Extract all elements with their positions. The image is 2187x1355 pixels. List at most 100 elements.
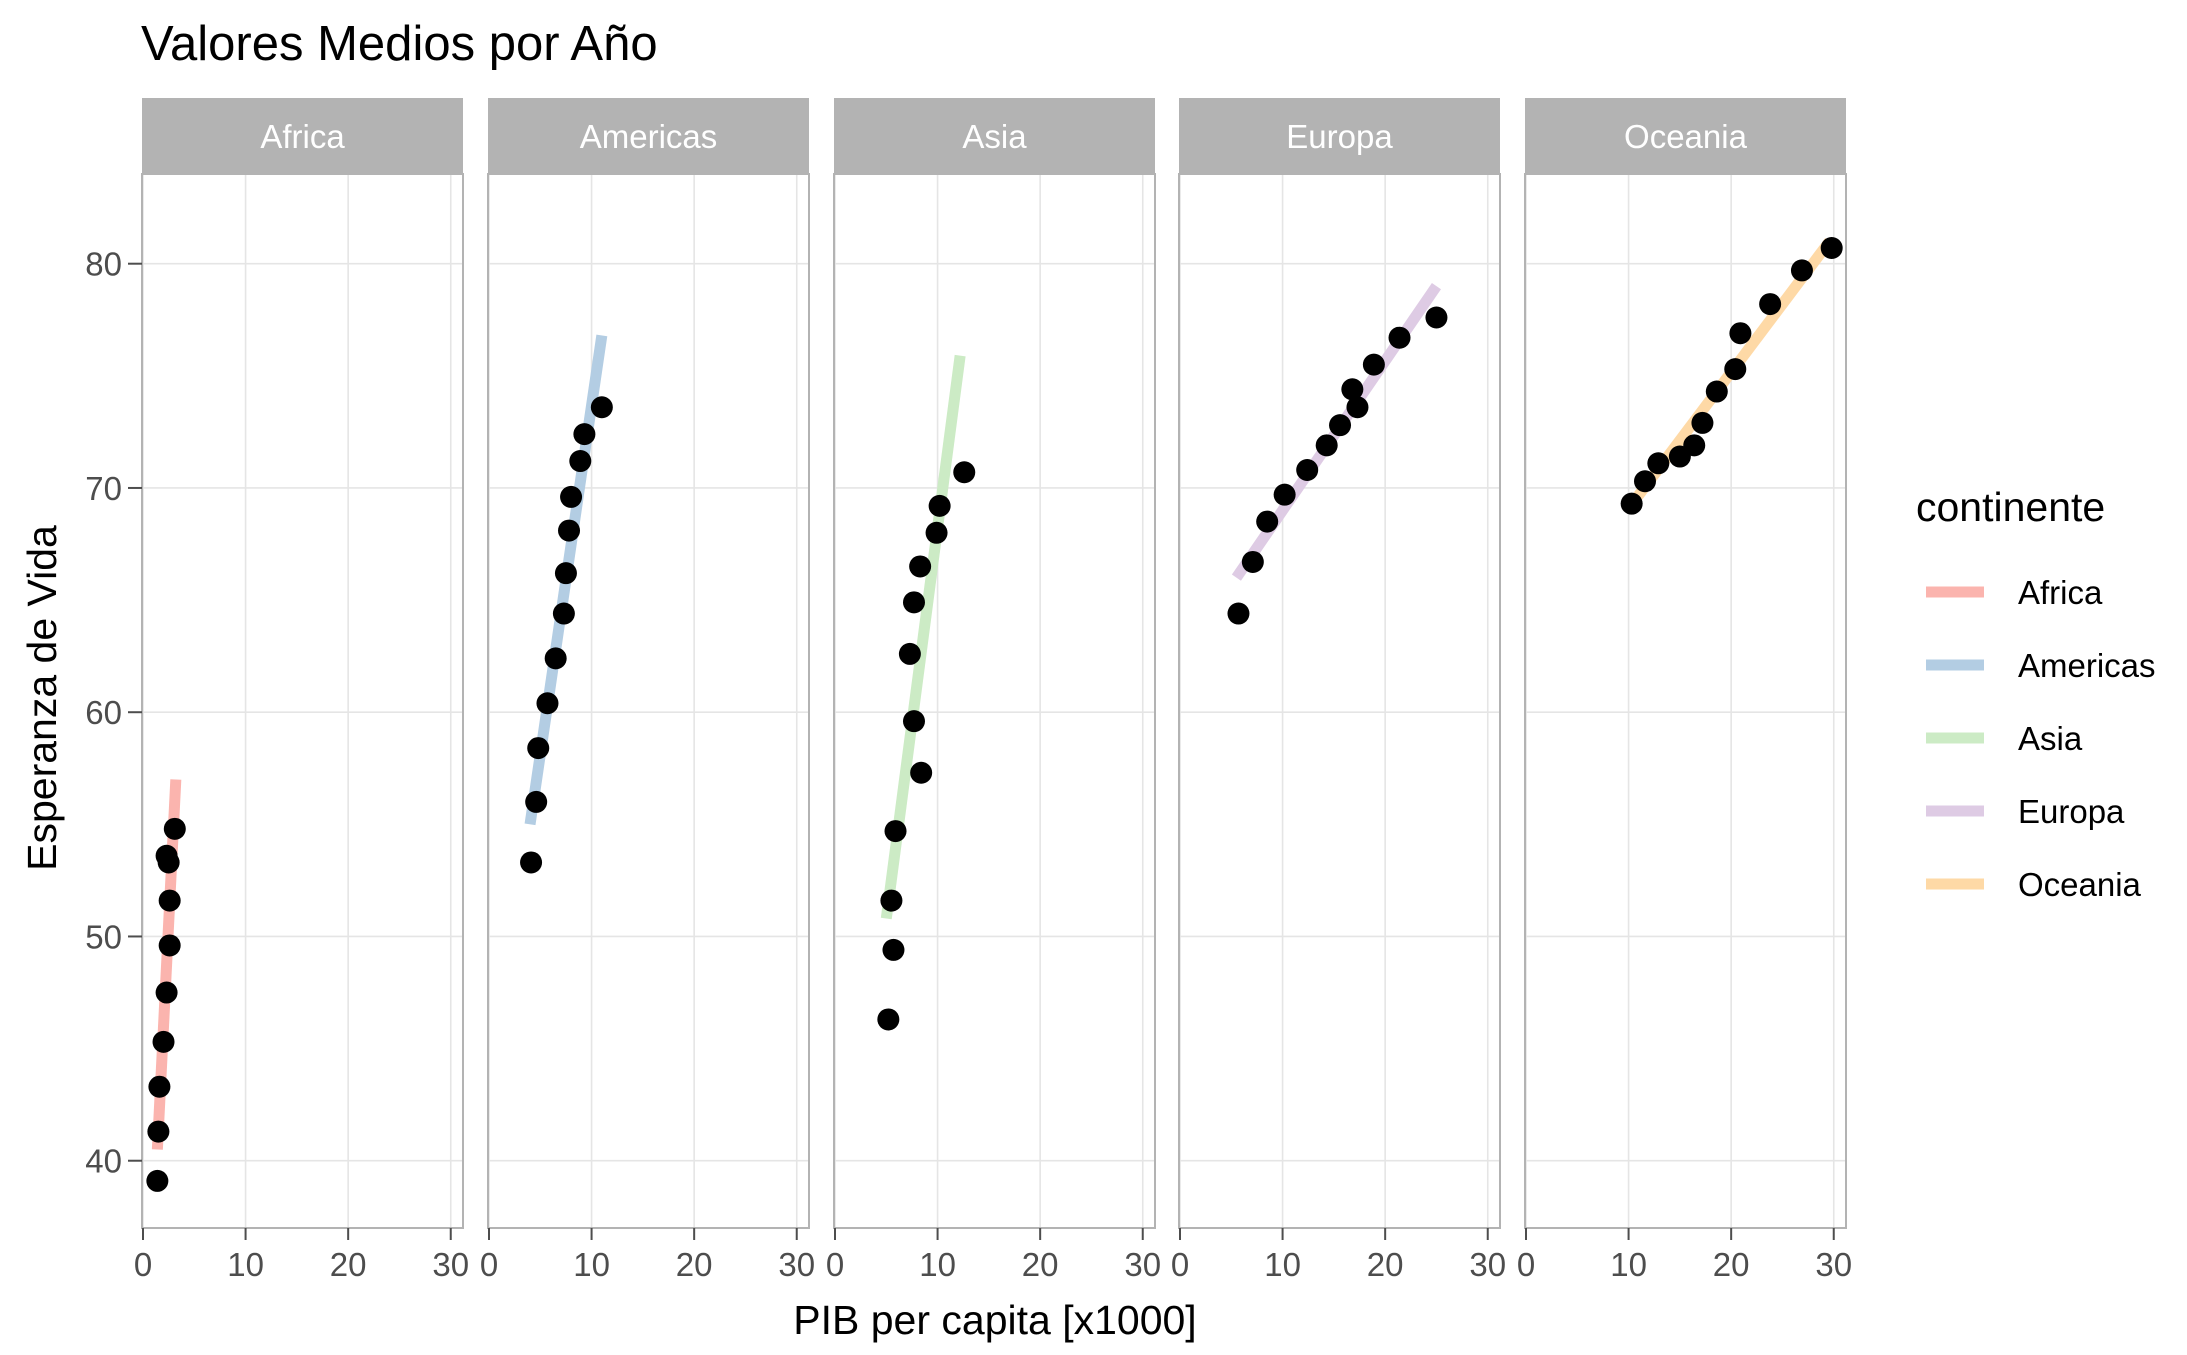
data-point — [155, 844, 178, 867]
facet-panel-oceania: Oceania 0 10 20 30 — [1517, 98, 1852, 1283]
y-tick-label: 80 — [85, 246, 122, 283]
data-point — [152, 1030, 175, 1053]
x-tick-label: 30 — [432, 1246, 469, 1283]
chart-title: Valores Medios por Año — [141, 17, 658, 71]
data-point — [1296, 459, 1319, 482]
data-point — [1683, 434, 1706, 457]
x-tick-label: 30 — [1815, 1246, 1852, 1283]
data-point — [902, 591, 925, 614]
legend-label: Asia — [2018, 720, 2083, 757]
x-tick-label: 10 — [573, 1246, 610, 1283]
data-point — [1647, 452, 1670, 475]
data-point — [1227, 602, 1250, 625]
facet-panel-europa: Europa 0 10 20 30 — [1171, 98, 1506, 1283]
panel-border — [487, 173, 810, 1229]
data-point — [1388, 326, 1411, 349]
data-point — [877, 1008, 900, 1031]
facet-panel-asia: Asia 0 10 20 30 — [826, 98, 1161, 1283]
x-tick-label: 20 — [1367, 1246, 1404, 1283]
data-point — [158, 889, 181, 912]
data-point — [1691, 411, 1714, 434]
data-point — [148, 1075, 171, 1098]
facet-strip-label: Europa — [1286, 118, 1393, 155]
x-tick-label: 10 — [1610, 1246, 1647, 1283]
data-point — [552, 602, 575, 625]
facet-strip — [142, 98, 463, 174]
data-point — [880, 889, 903, 912]
data-point — [1273, 483, 1296, 506]
panel-border — [141, 173, 464, 1229]
facet-strip-label: Africa — [260, 118, 345, 155]
panel-border — [1178, 173, 1501, 1229]
data-point — [953, 461, 976, 484]
x-tick-label: 30 — [1124, 1246, 1161, 1283]
y-tick-label: 40 — [85, 1143, 122, 1180]
data-point — [1256, 510, 1279, 533]
data-point — [590, 396, 613, 419]
legend-title: continente — [1916, 484, 2105, 530]
data-point — [554, 562, 577, 585]
data-point — [909, 555, 932, 578]
data-point — [146, 1169, 169, 1192]
data-point — [525, 790, 548, 813]
facet-strip-label: Oceania — [1624, 118, 1748, 155]
data-point — [1724, 358, 1747, 381]
facet-strip — [1179, 98, 1500, 174]
facet-panel-americas: Americas 0 10 20 30 — [480, 98, 815, 1283]
data-point — [520, 851, 543, 874]
data-point — [1820, 237, 1843, 260]
facet-strip — [1525, 98, 1846, 174]
data-point — [1341, 378, 1364, 401]
x-tick-label: 20 — [1713, 1246, 1750, 1283]
legend-label: Oceania — [2018, 866, 2142, 903]
data-point — [536, 692, 559, 715]
data-point — [527, 737, 550, 760]
panel-border — [833, 173, 1156, 1229]
facet-panel-africa: Africa 0 10 20 30 — [134, 98, 469, 1283]
x-tick-label: 20 — [330, 1246, 367, 1283]
data-point — [1329, 414, 1352, 437]
data-point — [147, 1120, 170, 1143]
data-point — [898, 642, 921, 665]
data-point — [1633, 470, 1656, 493]
x-tick-label: 0 — [1171, 1246, 1189, 1283]
y-axis-label: Esperanza de Vida — [19, 525, 65, 871]
data-point — [1705, 380, 1728, 403]
data-point — [1362, 353, 1385, 376]
data-point — [560, 485, 583, 508]
data-point — [1620, 492, 1643, 515]
data-point — [1346, 396, 1369, 419]
data-point — [158, 934, 181, 957]
legend: continente Africa Americas Asia Europa Ocean… — [1916, 484, 2156, 903]
data-point — [163, 817, 186, 840]
panel-border — [1524, 173, 1847, 1229]
data-point — [928, 494, 951, 517]
y-tick-label: 50 — [85, 918, 122, 955]
x-tick-label: 0 — [134, 1246, 152, 1283]
x-axis-label: PIB per capita [x1000] — [793, 1297, 1196, 1343]
data-point — [1315, 434, 1338, 457]
x-tick-label: 0 — [480, 1246, 498, 1283]
data-point — [1759, 293, 1782, 316]
y-tick-label: 70 — [85, 470, 122, 507]
data-point — [884, 820, 907, 843]
facet-strip — [488, 98, 809, 174]
x-tick-label: 0 — [826, 1246, 844, 1283]
data-point — [882, 938, 905, 961]
data-point — [558, 519, 581, 542]
x-tick-label: 30 — [778, 1246, 815, 1283]
facet-strip-label: Americas — [580, 118, 718, 155]
x-tick-label: 10 — [227, 1246, 264, 1283]
legend-label: Africa — [2018, 574, 2103, 611]
facet-strip — [834, 98, 1155, 174]
x-tick-label: 20 — [1022, 1246, 1059, 1283]
data-point — [544, 647, 567, 670]
data-point — [569, 450, 592, 473]
x-tick-label: 10 — [1264, 1246, 1301, 1283]
data-point — [1241, 550, 1264, 573]
x-tick-label: 30 — [1469, 1246, 1506, 1283]
